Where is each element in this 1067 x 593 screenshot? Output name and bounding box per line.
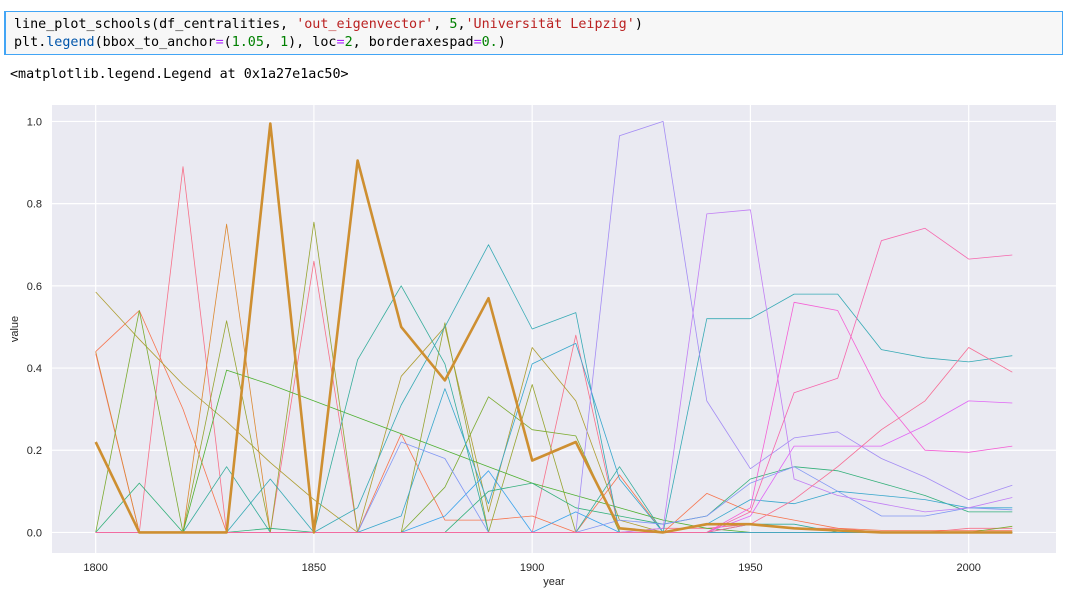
series-line-3 xyxy=(94,122,1013,534)
code-line-2: plt.legend(bbox_to_anchor=(1.05, 1), loc… xyxy=(14,34,506,52)
series-lines xyxy=(94,121,1013,534)
x-tick-label: 2000 xyxy=(956,562,980,574)
code-token: ) xyxy=(497,35,506,50)
code-token: ( xyxy=(223,35,232,50)
x-tick-label: 1800 xyxy=(83,562,107,574)
code-token: plt xyxy=(14,35,39,50)
code-token: (df_centralities, xyxy=(151,17,297,32)
y-tick-label: 0.2 xyxy=(27,445,42,457)
code-token: = xyxy=(473,35,482,50)
code-token: ) xyxy=(634,17,643,32)
code-token: , xyxy=(263,35,281,50)
code-token: 0. xyxy=(481,35,498,50)
code-cell[interactable]: line_plot_schools(df_centralities, 'out_… xyxy=(4,11,1063,55)
y-ticks: 0.0 0.2 0.4 0.6 0.8 1.0 xyxy=(27,116,42,539)
y-tick-label: 0.8 xyxy=(27,199,42,211)
code-line-1: line_plot_schools(df_centralities, 'out_… xyxy=(14,16,643,34)
y-tick-label: 0.0 xyxy=(27,527,42,539)
code-token: , xyxy=(457,17,466,32)
x-tick-label: 1950 xyxy=(738,562,762,574)
series-line-8 xyxy=(95,466,1013,533)
x-axis-label: year xyxy=(543,576,565,588)
code-token: 2 xyxy=(344,35,353,50)
y-tick-label: 1.0 xyxy=(27,116,42,128)
code-token: 5 xyxy=(449,17,458,32)
code-token: . xyxy=(38,35,47,50)
y-tick-label: 0.6 xyxy=(27,281,42,293)
code-token: line_plot_schools xyxy=(14,17,152,32)
series-line-19 xyxy=(95,347,1013,533)
x-tick-label: 1850 xyxy=(302,562,326,574)
code-token: 1.05 xyxy=(231,35,264,50)
y-axis-label: value xyxy=(9,316,21,342)
code-token: legend xyxy=(46,35,95,50)
code-token: , xyxy=(433,17,450,32)
code-token: 'out_eigenvector' xyxy=(296,17,434,32)
code-token: (bbox_to_anchor xyxy=(94,35,216,50)
code-token: 'Universität Leipzig' xyxy=(465,17,635,32)
series-line-10 xyxy=(95,244,1013,533)
cell-output: <matplotlib.legend.Legend at 0x1a27e1ac5… xyxy=(10,67,349,82)
code-token: 1 xyxy=(280,35,289,50)
code-token: ), loc xyxy=(288,35,337,50)
x-ticks: 1800 1850 1900 1950 2000 xyxy=(83,562,981,574)
y-tick-label: 0.4 xyxy=(27,363,42,375)
code-token: = xyxy=(336,35,345,50)
x-tick-label: 1900 xyxy=(520,562,544,574)
code-token: = xyxy=(215,35,224,50)
code-token: , borderaxespad xyxy=(352,35,474,50)
